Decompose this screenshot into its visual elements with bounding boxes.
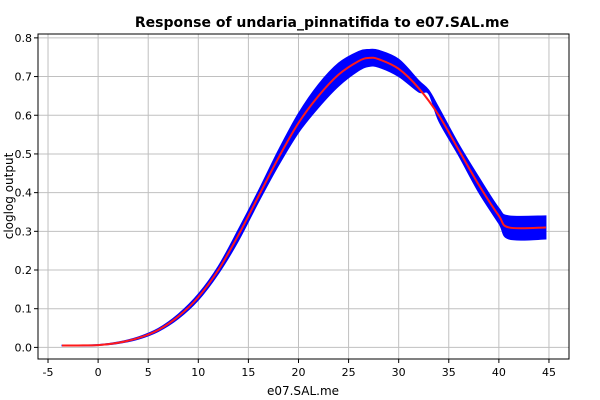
y-tick-label: 0.3 (15, 225, 33, 238)
x-tick-label: 15 (241, 366, 255, 379)
x-tick-label: 30 (392, 366, 406, 379)
x-tick-label: 20 (291, 366, 305, 379)
x-tick-label: 35 (442, 366, 456, 379)
confidence-band-area (61, 48, 547, 347)
y-tick-label: 0.0 (15, 341, 33, 354)
plot-frame (37, 33, 570, 360)
x-tick-label: 10 (191, 366, 205, 379)
x-axis-label: e07.SAL.me (267, 384, 339, 398)
y-axis-label: cloglog output (2, 152, 16, 239)
y-axis-ticks: 0.0 0.1 0.2 0.3 0.4 0.5 0.6 0.7 0.8 (15, 32, 38, 354)
y-tick-label: 0.2 (15, 264, 33, 277)
x-tick-label: 45 (542, 366, 556, 379)
mean-response-line (62, 56, 546, 347)
mean-line (62, 56, 546, 347)
x-axis-ticks: -5 0 5 10 15 20 25 30 35 40 45 (43, 359, 556, 379)
confidence-band (61, 48, 547, 347)
x-tick-label: 5 (145, 366, 152, 379)
y-tick-label: 0.5 (15, 148, 33, 161)
chart-title: Response of undaria_pinnatifida to e07.S… (135, 15, 509, 31)
y-tick-label: 0.6 (15, 109, 33, 122)
x-tick-label: 0 (95, 366, 102, 379)
y-tick-label: 0.1 (15, 303, 33, 316)
x-tick-label: -5 (43, 366, 54, 379)
x-tick-label: 40 (492, 366, 506, 379)
y-tick-label: 0.8 (15, 32, 33, 45)
y-tick-label: 0.4 (15, 187, 33, 200)
y-tick-label: 0.7 (15, 71, 33, 84)
x-tick-label: 25 (342, 366, 356, 379)
